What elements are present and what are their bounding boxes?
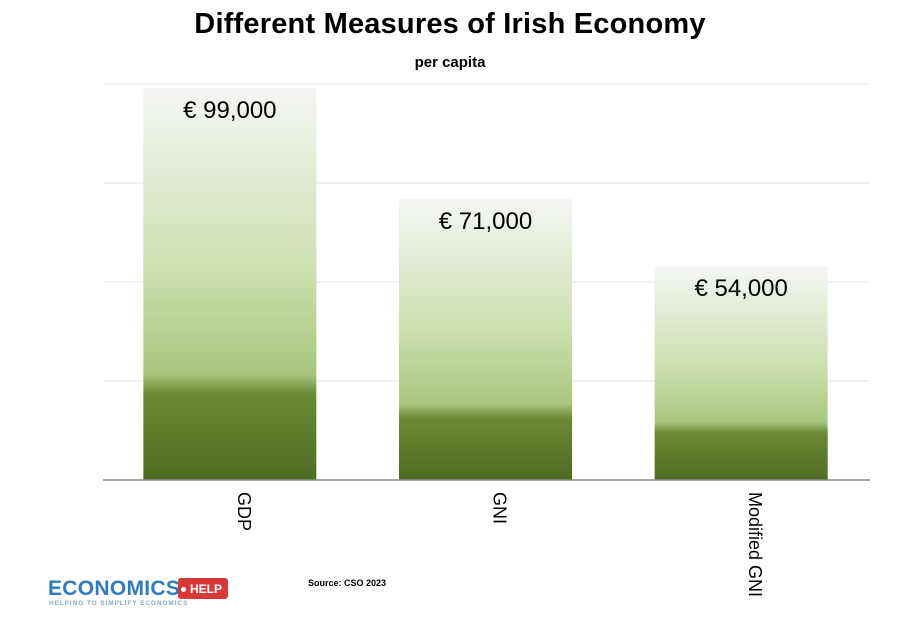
logo-tagline: HELPING TO SIMPLIFY ECONOMICS xyxy=(49,600,189,607)
x-tick-label: Modified GNI xyxy=(745,492,765,597)
data-label: € 71,000 xyxy=(439,208,532,235)
x-tick-label: GNI xyxy=(490,492,510,524)
bars xyxy=(143,87,828,481)
bar-gdp xyxy=(143,87,317,481)
chart-subtitle: per capita xyxy=(414,54,486,71)
economicshelp-logo: ECONOMICS HELP HELPING TO SIMPLIFY ECONO… xyxy=(48,577,238,613)
source-note: Source: CSO 2023 xyxy=(308,578,387,588)
logo-tag: HELP xyxy=(178,578,229,599)
x-tick-label: GDP xyxy=(234,492,254,531)
logo-word: ECONOMICS xyxy=(48,577,181,600)
chart-title: Different Measures of Irish Economy xyxy=(194,8,706,40)
data-label: € 99,000 xyxy=(183,97,276,124)
x-axis: GDP GNI Modified GNI xyxy=(103,479,870,597)
data-label: € 54,000 xyxy=(694,275,787,302)
data-labels: € 99,000 € 71,000 € 54,000 xyxy=(183,97,788,302)
bar-gni xyxy=(399,198,572,480)
bar-modified-gni xyxy=(654,266,828,480)
